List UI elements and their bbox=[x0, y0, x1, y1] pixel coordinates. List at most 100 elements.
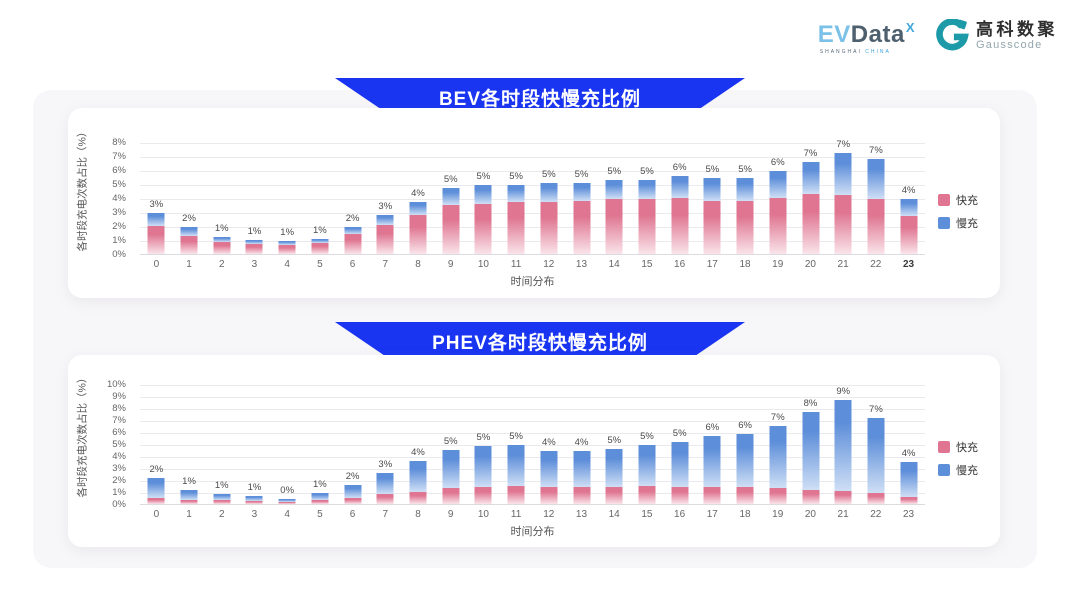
bar-group: 5% bbox=[434, 143, 467, 254]
fast-charge-segment bbox=[180, 235, 198, 254]
slow-charge-segment bbox=[769, 426, 787, 489]
x-tick-label: 18 bbox=[739, 509, 751, 520]
fast-charge-segment bbox=[605, 487, 623, 504]
bar-value-label: 5% bbox=[705, 164, 720, 176]
slow-charge-segment bbox=[311, 493, 329, 501]
evdata-subtitle: SHANGHAI CHINA bbox=[819, 49, 891, 55]
legend-item[interactable]: 慢充 bbox=[938, 215, 978, 231]
fast-charge-segment bbox=[344, 234, 362, 254]
bar-value-label: 6% bbox=[770, 157, 785, 169]
bar-value-label: 7% bbox=[770, 412, 785, 423]
phev-chart-title: PHEV各时段快慢充比例 bbox=[432, 333, 648, 354]
y-tick-label: 7% bbox=[112, 151, 126, 162]
fast-charge-segment bbox=[703, 487, 721, 504]
slow-charge-segment bbox=[540, 451, 558, 488]
gridline bbox=[140, 227, 925, 228]
y-tick-label: 0% bbox=[112, 249, 126, 260]
y-tick-label: 6% bbox=[112, 165, 126, 176]
gridline bbox=[140, 433, 925, 434]
x-tick-label: 15 bbox=[641, 509, 653, 520]
slow-charge-segment bbox=[605, 179, 623, 200]
slow-charge-segment bbox=[834, 399, 852, 491]
bev-chart-card: 各时段充电次数占比（%） 0% 1% 2% 3% 4% 5% 6% 7% 8% 3% 2% 1% 1%… bbox=[68, 108, 1000, 298]
header: EVDataX SHANGHAI CHINA 高科数聚 Gausscode bbox=[818, 16, 1058, 55]
bar-group: 5% bbox=[500, 385, 533, 504]
bar-group: 3% bbox=[369, 385, 402, 504]
y-tick-label: 0% bbox=[112, 499, 126, 510]
x-tick-label: 14 bbox=[608, 509, 620, 520]
legend-label: 快充 bbox=[956, 442, 978, 454]
legend-item[interactable]: 慢充 bbox=[938, 462, 978, 478]
bar-value-label: 1% bbox=[247, 226, 262, 237]
x-tick-label: 11 bbox=[510, 509, 522, 520]
slow-charge-segment bbox=[278, 498, 296, 502]
x-tick-label: 6 bbox=[349, 259, 356, 270]
bar-value-label: 3% bbox=[149, 199, 164, 211]
gridline bbox=[140, 185, 925, 186]
fast-charge-segment bbox=[507, 486, 525, 504]
slow-charge-segment bbox=[671, 441, 689, 488]
slow-charge-segment bbox=[245, 240, 263, 245]
slow-charge-segment bbox=[834, 153, 852, 196]
gausscode-name-en: Gausscode bbox=[976, 38, 1043, 51]
bar-group: 5% bbox=[467, 385, 500, 504]
slow-charge-segment bbox=[867, 417, 885, 494]
gridline bbox=[140, 213, 925, 214]
legend: 快充慢充 bbox=[938, 439, 978, 478]
gausscode-g-icon bbox=[936, 18, 969, 50]
slow-charge-segment bbox=[703, 435, 721, 488]
x-tick-label: 9 bbox=[447, 259, 454, 270]
slow-charge-segment bbox=[344, 227, 362, 235]
x-axis-title: 时间分布 bbox=[510, 526, 555, 538]
fast-charge-segment bbox=[703, 200, 721, 254]
fast-charge-segment bbox=[671, 487, 689, 504]
gridline bbox=[140, 469, 925, 470]
slow-charge-segment bbox=[802, 411, 819, 490]
legend-item[interactable]: 快充 bbox=[938, 439, 978, 455]
bar-value-label: 4% bbox=[574, 437, 589, 449]
slow-charge-segment bbox=[180, 489, 198, 500]
slow-charge-segment bbox=[376, 214, 394, 225]
fast-charge-segment bbox=[311, 242, 329, 254]
slow-charge-segment bbox=[540, 182, 558, 203]
legend-item[interactable]: 快充 bbox=[938, 192, 978, 208]
slow-charge-segment bbox=[638, 445, 656, 486]
x-tick-label: 6 bbox=[349, 509, 356, 520]
slow-charge-segment bbox=[213, 237, 231, 243]
fast-charge-segment bbox=[900, 497, 918, 504]
fast-charge-segment bbox=[213, 242, 231, 254]
bar-value-label: 4% bbox=[901, 185, 916, 197]
bar-value-label: 6% bbox=[672, 161, 687, 173]
slow-charge-segment bbox=[769, 171, 787, 198]
slow-charge-segment bbox=[147, 213, 165, 226]
slow-charge-segment bbox=[278, 241, 296, 245]
bar-group: 9% bbox=[827, 385, 860, 504]
bar-value-label: 9% bbox=[836, 385, 851, 397]
bar-group: 4% bbox=[565, 385, 598, 504]
fast-charge-segment bbox=[736, 200, 754, 254]
fast-charge-segment bbox=[671, 198, 689, 254]
x-tick-label: 1 bbox=[186, 509, 192, 520]
bar-value-label: 7% bbox=[869, 403, 883, 415]
bar-group: 1% bbox=[238, 385, 271, 504]
y-tick-label: 3% bbox=[112, 463, 126, 474]
gridline bbox=[140, 457, 925, 458]
bar-value-label: 3% bbox=[378, 458, 393, 470]
bar-group: 5% bbox=[598, 385, 631, 504]
gridline bbox=[140, 397, 925, 398]
x-tick-label: 22 bbox=[870, 259, 882, 270]
bar-value-label: 5% bbox=[640, 431, 654, 443]
x-tick-label: 2 bbox=[218, 259, 225, 270]
bar-group: 7% bbox=[761, 385, 794, 504]
fast-charge-segment bbox=[834, 195, 852, 254]
slow-charge-segment bbox=[409, 460, 427, 492]
x-axis-labels: 0 1 2 3 4 5 6 7 8 9 10 11 12 13 14 15 16 17 18 19 20 21 22 23 bbox=[140, 509, 925, 520]
x-tick-label: 8 bbox=[415, 259, 421, 270]
y-tick-label: 7% bbox=[112, 415, 126, 426]
bar-value-label: 2% bbox=[345, 470, 360, 482]
phev-chart-card: 各时段充电次数占比（%） 0% 1% 2% 3% 4% 5% 6% 7% 8% 9% 10% 2% 1… bbox=[68, 355, 1000, 547]
x-tick-label: 4 bbox=[284, 259, 290, 270]
x-tick-label: 17 bbox=[706, 259, 718, 270]
fast-charge-segment bbox=[311, 500, 329, 504]
